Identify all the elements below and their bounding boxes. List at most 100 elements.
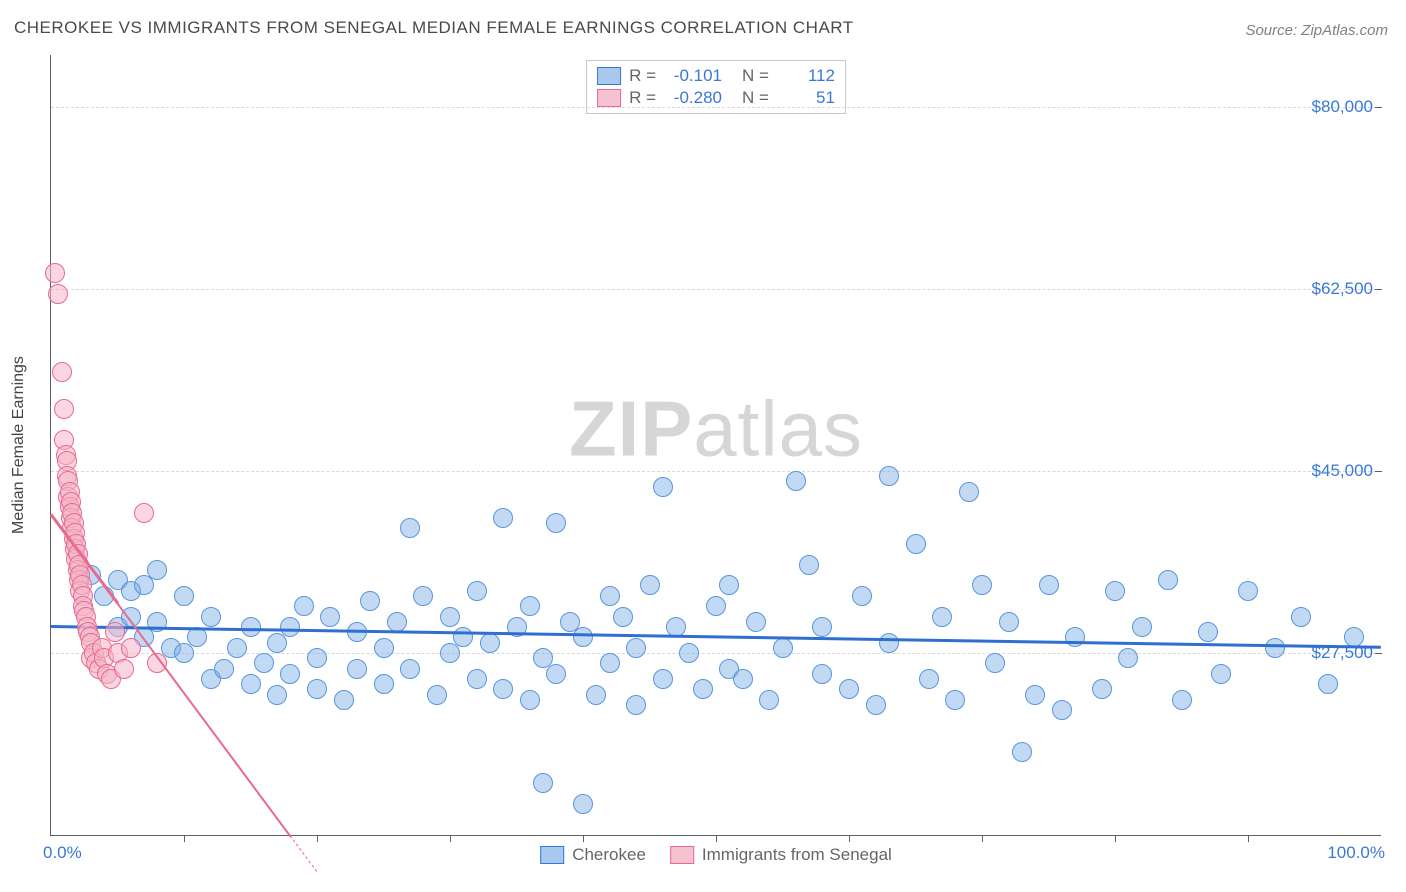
trend-line bbox=[290, 835, 317, 871]
x-tick-mark bbox=[982, 835, 983, 842]
scatter-point bbox=[413, 586, 433, 606]
scatter-point bbox=[400, 659, 420, 679]
scatter-point bbox=[1265, 638, 1285, 658]
y-axis-title: Median Female Earnings bbox=[10, 356, 28, 534]
y-tick-mark bbox=[1375, 289, 1382, 290]
scatter-point bbox=[201, 607, 221, 627]
scatter-point bbox=[945, 690, 965, 710]
legend-r-value: -0.101 bbox=[664, 66, 722, 86]
scatter-point bbox=[174, 586, 194, 606]
scatter-point bbox=[280, 664, 300, 684]
y-tick-mark bbox=[1375, 107, 1382, 108]
scatter-point bbox=[546, 664, 566, 684]
scatter-point bbox=[799, 555, 819, 575]
legend-r-value: -0.280 bbox=[664, 88, 722, 108]
y-tick-label: $62,500 bbox=[1312, 279, 1373, 299]
legend-label: Immigrants from Senegal bbox=[702, 845, 892, 865]
scatter-point bbox=[852, 586, 872, 606]
scatter-point bbox=[334, 690, 354, 710]
scatter-point bbox=[706, 596, 726, 616]
scatter-point bbox=[1105, 581, 1125, 601]
scatter-point bbox=[214, 659, 234, 679]
scatter-point bbox=[520, 596, 540, 616]
scatter-point bbox=[999, 612, 1019, 632]
scatter-point bbox=[520, 690, 540, 710]
scatter-point bbox=[919, 669, 939, 689]
scatter-point bbox=[267, 633, 287, 653]
scatter-point bbox=[493, 508, 513, 528]
scatter-point bbox=[241, 674, 261, 694]
legend-n-label: N = bbox=[742, 88, 769, 108]
scatter-point bbox=[972, 575, 992, 595]
scatter-point bbox=[1238, 581, 1258, 601]
scatter-point bbox=[932, 607, 952, 627]
gridline bbox=[51, 289, 1381, 290]
scatter-point bbox=[52, 362, 72, 382]
scatter-point bbox=[812, 617, 832, 637]
scatter-point bbox=[114, 659, 134, 679]
x-tick-mark bbox=[583, 835, 584, 842]
watermark-rest: atlas bbox=[693, 385, 863, 473]
scatter-point bbox=[1172, 690, 1192, 710]
scatter-point bbox=[533, 773, 553, 793]
scatter-point bbox=[480, 633, 500, 653]
scatter-point bbox=[48, 284, 68, 304]
scatter-point bbox=[440, 643, 460, 663]
gridline bbox=[51, 653, 1381, 654]
legend-bottom: Cherokee Immigrants from Senegal bbox=[540, 845, 892, 865]
scatter-point bbox=[773, 638, 793, 658]
scatter-point bbox=[586, 685, 606, 705]
scatter-point bbox=[733, 669, 753, 689]
gridline bbox=[51, 471, 1381, 472]
y-tick-label: $80,000 bbox=[1312, 97, 1373, 117]
x-axis-left-label: 0.0% bbox=[43, 843, 82, 863]
legend-item: Cherokee bbox=[540, 845, 646, 865]
scatter-point bbox=[985, 653, 1005, 673]
scatter-point bbox=[746, 612, 766, 632]
scatter-point bbox=[1039, 575, 1059, 595]
scatter-point bbox=[134, 575, 154, 595]
legend-top: R =-0.101N =112R =-0.280N =51 bbox=[586, 60, 846, 114]
scatter-point bbox=[360, 591, 380, 611]
x-tick-mark bbox=[849, 835, 850, 842]
gridline bbox=[51, 107, 1381, 108]
source-label: Source: ZipAtlas.com bbox=[1245, 22, 1388, 39]
scatter-point bbox=[280, 617, 300, 637]
scatter-point bbox=[400, 518, 420, 538]
x-tick-mark bbox=[184, 835, 185, 842]
legend-swatch bbox=[670, 846, 694, 864]
scatter-point bbox=[241, 617, 261, 637]
x-tick-mark bbox=[317, 835, 318, 842]
watermark: ZIPatlas bbox=[569, 384, 863, 475]
scatter-point bbox=[653, 669, 673, 689]
x-tick-mark bbox=[1115, 835, 1116, 842]
scatter-point bbox=[866, 695, 886, 715]
scatter-point bbox=[227, 638, 247, 658]
scatter-point bbox=[54, 399, 74, 419]
scatter-point bbox=[759, 690, 779, 710]
legend-row: R =-0.101N =112 bbox=[597, 66, 835, 86]
legend-n-value: 51 bbox=[777, 88, 835, 108]
scatter-point bbox=[1025, 685, 1045, 705]
scatter-point bbox=[879, 633, 899, 653]
scatter-point bbox=[1065, 627, 1085, 647]
scatter-point bbox=[467, 581, 487, 601]
scatter-point bbox=[1211, 664, 1231, 684]
scatter-point bbox=[374, 674, 394, 694]
scatter-point bbox=[134, 503, 154, 523]
legend-n-label: N = bbox=[742, 66, 769, 86]
scatter-point bbox=[1012, 742, 1032, 762]
scatter-point bbox=[121, 638, 141, 658]
scatter-point bbox=[786, 471, 806, 491]
x-tick-mark bbox=[1248, 835, 1249, 842]
scatter-point bbox=[906, 534, 926, 554]
scatter-point bbox=[640, 575, 660, 595]
x-axis-right-label: 100.0% bbox=[1327, 843, 1385, 863]
x-tick-mark bbox=[716, 835, 717, 842]
legend-swatch bbox=[597, 67, 621, 85]
scatter-point bbox=[600, 586, 620, 606]
legend-swatch bbox=[597, 89, 621, 107]
scatter-point bbox=[347, 659, 367, 679]
y-tick-mark bbox=[1375, 471, 1382, 472]
scatter-point bbox=[719, 575, 739, 595]
